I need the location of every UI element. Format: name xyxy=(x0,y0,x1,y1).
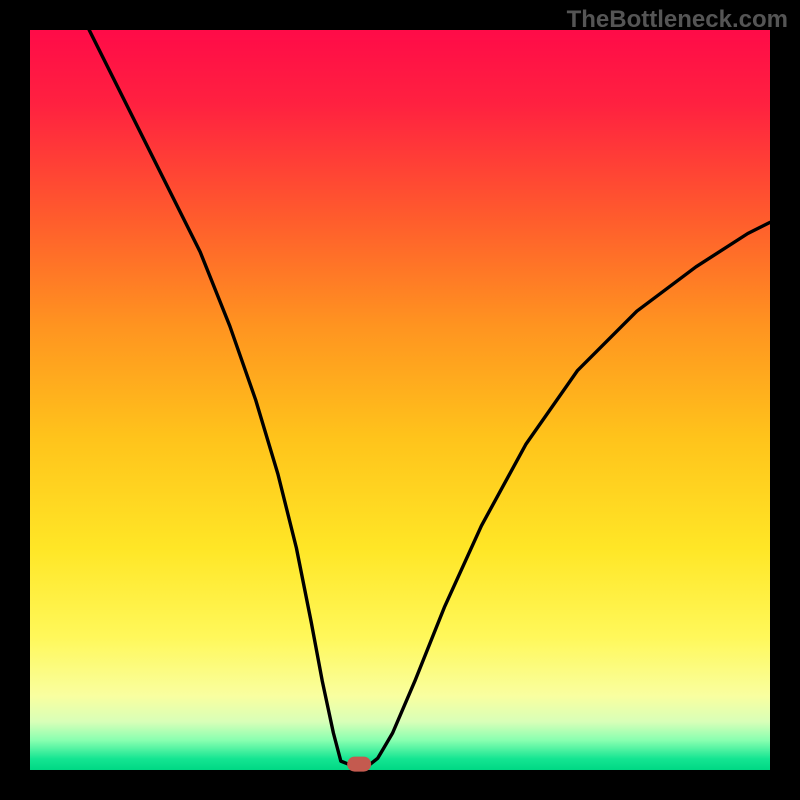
optimum-marker xyxy=(347,757,371,772)
chart-stage: TheBottleneck.com xyxy=(0,0,800,800)
watermark-text: TheBottleneck.com xyxy=(567,6,788,34)
curve-path xyxy=(89,30,770,764)
plot-area xyxy=(30,30,770,770)
bottleneck-curve xyxy=(30,30,770,770)
